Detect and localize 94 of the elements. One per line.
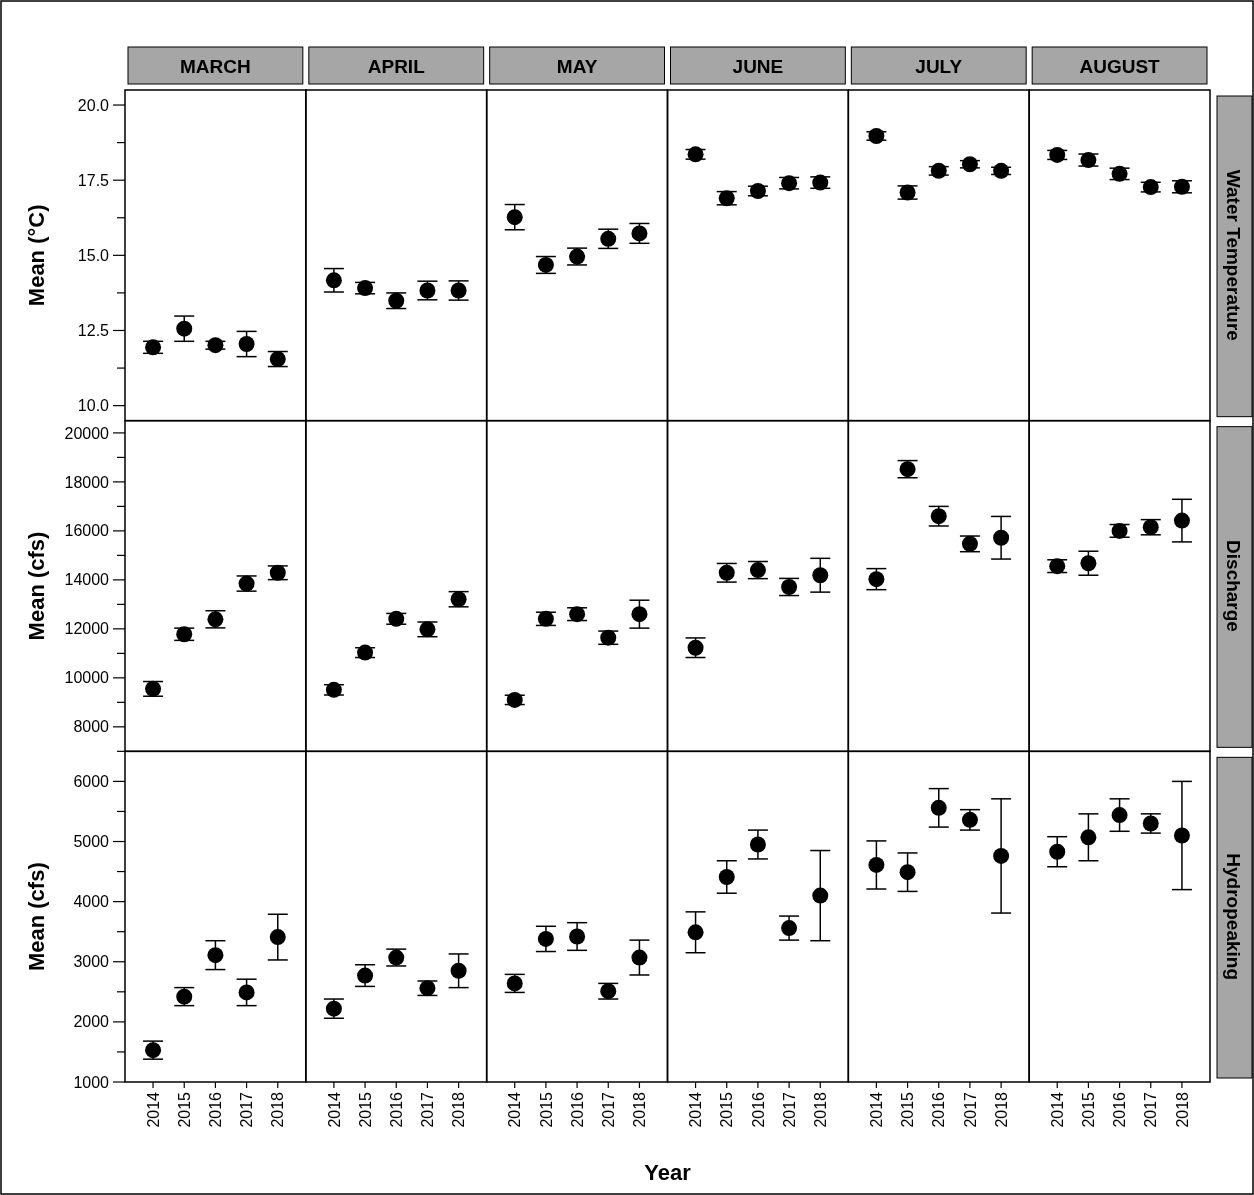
x-tick-label: 2014 (687, 1091, 705, 1128)
x-axis-title: Year (644, 1160, 692, 1185)
x-tick-label: 2016 (387, 1091, 405, 1128)
y-tick-label: 20000 (64, 424, 110, 442)
x-tick-label: 2014 (506, 1091, 524, 1128)
point (718, 868, 735, 885)
point (687, 924, 704, 941)
chart-title: JULY (915, 55, 963, 77)
y-axis-title: Mean (cfs) (23, 862, 49, 972)
x-tick-label: 2014 (1048, 1091, 1066, 1128)
chart-title: MARCH (180, 55, 251, 77)
x-tick-label: 2016 (1111, 1091, 1129, 1128)
y-axis-title: Mean (cfs) (23, 531, 49, 641)
x-tick-label: 2014 (144, 1091, 162, 1128)
y-tick-label: 8000 (73, 718, 110, 736)
x-tick-label: 2017 (961, 1091, 979, 1128)
point (325, 272, 342, 289)
x-tick-label: 2018 (992, 1091, 1010, 1128)
point (993, 529, 1010, 546)
y-axis-title: Mean (°C) (23, 204, 49, 307)
chart-title: APRIL (367, 55, 426, 77)
point (868, 127, 885, 144)
point (537, 930, 554, 947)
point (899, 864, 916, 881)
point (961, 156, 978, 173)
point (1173, 512, 1190, 529)
x-tick-label: 2018 (1173, 1091, 1191, 1128)
chart-title: JUNE (732, 55, 784, 77)
point (1111, 807, 1128, 824)
y2-axis-title: Hydropeaking (1223, 853, 1245, 981)
x-tick-label: 2014 (325, 1091, 343, 1128)
point (238, 984, 255, 1001)
x-tick-label: 2018 (811, 1091, 829, 1128)
point (207, 947, 224, 964)
point (868, 856, 885, 873)
y-tick-label: 2000 (73, 1013, 110, 1031)
point (269, 929, 286, 946)
x-tick-label: 2015 (718, 1091, 736, 1128)
x-tick-label: 2015 (1080, 1091, 1098, 1128)
chart-title: MAY (556, 55, 598, 77)
x-tick-label: 2017 (1142, 1091, 1160, 1128)
y-tick-label: 12.5 (77, 322, 110, 340)
x-tick-label: 2018 (450, 1091, 468, 1128)
x-tick-label: 2018 (631, 1091, 649, 1128)
y-tick-label: 5000 (73, 833, 110, 851)
x-tick-label: 2016 (749, 1091, 767, 1128)
point (450, 962, 467, 979)
y-tick-label: 20.0 (77, 96, 110, 114)
x-tick-label: 2015 (356, 1091, 374, 1128)
point (930, 799, 947, 816)
point (812, 567, 829, 584)
y-tick-label: 6000 (73, 772, 110, 790)
point (207, 337, 224, 354)
point (993, 847, 1010, 864)
chart-title: AUGUST (1079, 55, 1161, 77)
y-tick-label: 1000 (73, 1073, 110, 1091)
point (1080, 829, 1097, 846)
point (631, 606, 648, 623)
x-tick-label: 2016 (568, 1091, 586, 1128)
point (1173, 827, 1190, 844)
point (1080, 555, 1097, 572)
point (993, 162, 1010, 179)
point (569, 928, 586, 945)
x-tick-label: 2017 (238, 1091, 256, 1128)
x-tick-label: 2014 (867, 1091, 885, 1128)
point (631, 949, 648, 966)
y-tick-label: 10.0 (77, 397, 110, 415)
x-tick-label: 2015 (175, 1091, 193, 1128)
y-tick-label: 10000 (64, 669, 110, 687)
x-tick-label: 2018 (269, 1091, 287, 1128)
y2-axis-title: Water Temperature (1223, 169, 1245, 341)
point (238, 336, 255, 353)
x-tick-label: 2015 (537, 1091, 555, 1128)
x-tick-label: 2016 (930, 1091, 948, 1128)
y-tick-label: 14000 (64, 571, 110, 589)
point (812, 887, 829, 904)
y-tick-label: 17.5 (77, 171, 110, 189)
point (1049, 843, 1066, 860)
y2-axis-title: Discharge (1223, 540, 1245, 632)
point (781, 920, 798, 937)
x-tick-label: 2016 (207, 1091, 225, 1128)
point (506, 209, 523, 226)
x-tick-label: 2017 (419, 1091, 437, 1128)
y-tick-label: 16000 (64, 522, 110, 540)
y-tick-label: 3000 (73, 953, 110, 971)
x-tick-label: 2017 (599, 1091, 617, 1128)
y-tick-label: 15.0 (77, 246, 110, 264)
x-tick-label: 2015 (899, 1091, 917, 1128)
y-tick-label: 4000 (73, 893, 110, 911)
point (176, 320, 193, 337)
y-tick-label: 12000 (64, 620, 110, 638)
y-tick-label: 18000 (64, 473, 110, 491)
point (749, 836, 766, 853)
x-tick-label: 2017 (780, 1091, 798, 1128)
